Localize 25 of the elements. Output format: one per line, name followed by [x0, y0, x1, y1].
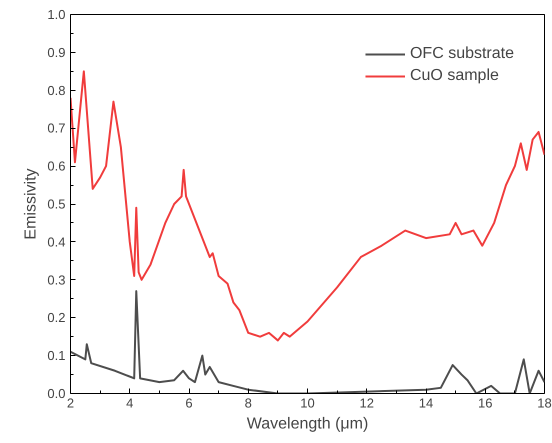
y-tick-label: 0.0: [47, 386, 66, 401]
y-tick-label: 1.0: [47, 7, 66, 22]
x-tick-label: 16: [478, 396, 492, 410]
y-tick-label: 0.8: [47, 82, 66, 98]
x-tick-label: 6: [185, 396, 193, 410]
x-tick-label: 14: [418, 396, 434, 410]
x-tick-label: 4: [126, 396, 134, 410]
legend-label: CuO sample: [410, 67, 499, 85]
y-tick-label: 0.7: [47, 120, 66, 136]
y-tick-label: 0.5: [47, 196, 66, 212]
y-axis-title: Emissivity: [22, 168, 40, 240]
y-tick-label: 0.9: [47, 44, 66, 60]
x-tick-label: 10: [300, 396, 315, 410]
x-tick-label: 12: [360, 396, 374, 410]
y-tick-label: 0.2: [47, 310, 66, 326]
x-tick-label: 8: [244, 396, 252, 410]
x-tick-label: 18: [537, 396, 552, 410]
y-tick-label: 0.1: [47, 348, 66, 364]
x-axis-title: Wavelength (μm): [246, 416, 368, 432]
y-tick-label: 0.6: [47, 158, 66, 174]
y-tick-label: 0.4: [47, 234, 66, 250]
y-tick-label: 0.3: [47, 272, 66, 288]
legend-label: OFC substrate: [410, 45, 514, 63]
x-tick-label: 2: [66, 396, 74, 410]
line-series: [70, 70, 544, 342]
